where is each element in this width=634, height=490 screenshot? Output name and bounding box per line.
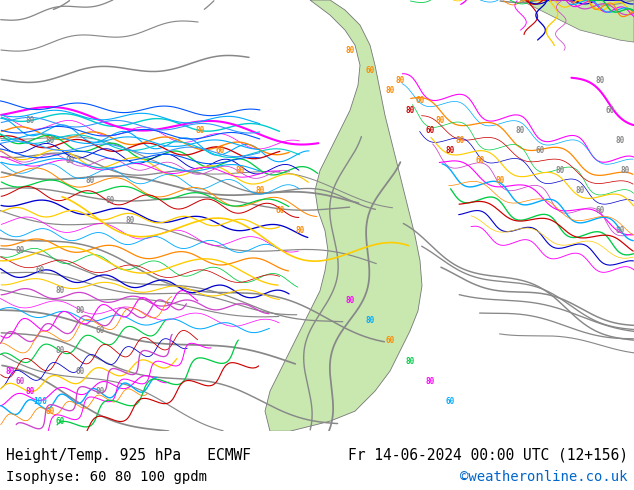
Text: 80: 80 — [621, 166, 630, 175]
Text: 60: 60 — [15, 376, 25, 386]
Text: 80: 80 — [396, 76, 404, 85]
Text: 80: 80 — [25, 387, 35, 395]
Text: Height/Temp. 925 hPa   ECMWF: Height/Temp. 925 hPa ECMWF — [6, 448, 251, 463]
Text: 80: 80 — [235, 166, 245, 175]
Text: 60: 60 — [415, 96, 425, 105]
Text: 80: 80 — [616, 136, 624, 145]
Text: 80: 80 — [365, 317, 375, 325]
Text: 60: 60 — [476, 156, 484, 165]
Text: 80: 80 — [95, 387, 105, 395]
Polygon shape — [520, 0, 634, 42]
Text: 60: 60 — [445, 396, 455, 406]
Text: 60: 60 — [385, 337, 394, 345]
Text: 100: 100 — [33, 396, 47, 406]
Text: 80: 80 — [576, 186, 585, 195]
Text: 80: 80 — [25, 116, 35, 125]
Text: 80: 80 — [256, 186, 264, 195]
Text: 80: 80 — [346, 296, 354, 305]
Text: 80: 80 — [5, 367, 15, 375]
Text: 60: 60 — [275, 206, 285, 215]
Text: 60: 60 — [95, 326, 105, 336]
Text: 80: 80 — [515, 126, 524, 135]
Text: 80: 80 — [346, 46, 354, 55]
Text: 80: 80 — [295, 226, 304, 235]
Text: 80: 80 — [455, 136, 465, 145]
Text: 60: 60 — [55, 416, 65, 426]
Text: 60: 60 — [75, 367, 84, 375]
Text: 80: 80 — [15, 246, 25, 255]
Text: 80: 80 — [46, 407, 55, 416]
Text: 80: 80 — [385, 86, 394, 95]
Text: 80: 80 — [436, 116, 444, 125]
Text: 80: 80 — [126, 216, 134, 225]
Text: 80: 80 — [405, 357, 415, 366]
Text: 60: 60 — [535, 146, 545, 155]
Text: Fr 14-06-2024 00:00 UTC (12+156): Fr 14-06-2024 00:00 UTC (12+156) — [347, 448, 628, 463]
Text: 60: 60 — [365, 66, 375, 74]
Text: 80: 80 — [55, 346, 65, 355]
Text: 80: 80 — [46, 136, 55, 145]
Text: 80: 80 — [405, 106, 415, 115]
Text: 80: 80 — [195, 126, 205, 135]
Polygon shape — [265, 0, 422, 431]
Text: 80: 80 — [616, 226, 624, 235]
Text: 80: 80 — [445, 146, 455, 155]
Text: 80: 80 — [495, 176, 505, 185]
Text: 80: 80 — [595, 76, 605, 85]
Text: 60: 60 — [595, 206, 605, 215]
Text: 60: 60 — [105, 196, 115, 205]
Text: 60: 60 — [216, 146, 224, 155]
Text: 80: 80 — [65, 156, 75, 165]
Text: 60: 60 — [425, 126, 435, 135]
Text: 80: 80 — [555, 166, 565, 175]
Text: 80: 80 — [86, 176, 94, 185]
Text: Isophyse: 60 80 100 gpdm: Isophyse: 60 80 100 gpdm — [6, 470, 207, 484]
Text: 80: 80 — [55, 286, 65, 295]
Text: 80: 80 — [75, 306, 84, 316]
Text: ©weatheronline.co.uk: ©weatheronline.co.uk — [460, 470, 628, 484]
Text: 60: 60 — [36, 266, 44, 275]
Text: 80: 80 — [425, 376, 435, 386]
Text: 60: 60 — [605, 106, 614, 115]
